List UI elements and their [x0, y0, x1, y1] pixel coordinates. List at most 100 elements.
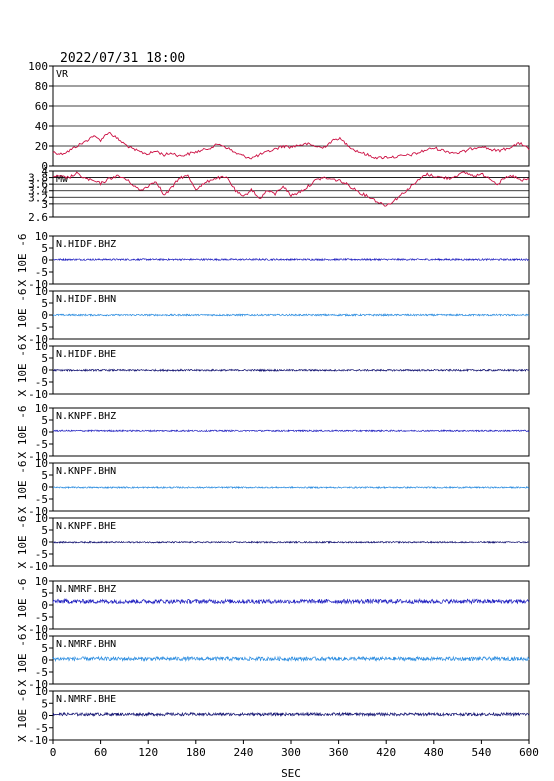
panel-label: VR — [56, 69, 69, 80]
y-axis-label: X 10E -6 — [16, 516, 29, 569]
y-tick-label: -5 — [35, 493, 48, 506]
y-tick-label: 5 — [41, 587, 48, 600]
series-line-knpf-bhz — [52, 429, 530, 433]
y-axis-label: X 10E -6 — [16, 344, 29, 397]
y-tick-label: 40 — [35, 120, 48, 133]
y-tick-label: 0 — [41, 254, 48, 267]
x-tick-label: 0 — [50, 746, 57, 759]
y-tick-label: 0 — [41, 710, 48, 723]
series-line-hidf-bhn — [52, 313, 530, 317]
x-tick-label: 360 — [329, 746, 349, 759]
panel-label: N.HIDF.BHZ — [56, 239, 116, 250]
y-tick-label: 10 — [35, 285, 48, 298]
panel-frame — [52, 170, 530, 218]
chart-title: 2022/07/31 18:00 — [60, 51, 185, 66]
x-tick-label: 480 — [424, 746, 444, 759]
y-tick-label: 60 — [35, 100, 48, 113]
x-tick-label: 180 — [186, 746, 206, 759]
series-line-nmrf-bhn — [52, 655, 530, 663]
y-tick-label: -5 — [35, 438, 48, 451]
panel-label: N.KNPF.BHE — [56, 521, 116, 532]
y-axis-label: X 10E -6 — [16, 406, 29, 459]
y-tick-label: 5 — [41, 524, 48, 537]
panel-vr: 0 20 40 60 80 100 VR — [28, 60, 530, 173]
y-axis-label: X 10E -6 — [16, 689, 29, 742]
panels-group: 020406080100VR2.633.23.43.63.84Mw-10-505… — [16, 60, 530, 747]
y-tick-label: 5 — [41, 352, 48, 365]
y-tick-label: -10 — [28, 278, 48, 291]
x-tick-label: 240 — [233, 746, 253, 759]
y-tick-label: -10 — [28, 333, 48, 346]
y-tick-label: 3.4 — [28, 185, 48, 198]
y-tick-label: 20 — [35, 140, 48, 153]
panel-label: N.HIDF.BHN — [56, 294, 116, 305]
series-line-nmrf-bhe — [52, 711, 530, 718]
y-tick-label: 0 — [41, 364, 48, 377]
y-tick-label: 5 — [41, 414, 48, 427]
y-tick-label: 4 — [41, 165, 48, 178]
y-tick-label: 10 — [35, 630, 48, 643]
y-axis-label: X 10E -6 — [16, 461, 29, 514]
series-line-mw — [52, 171, 530, 207]
y-tick-label: 0 — [41, 599, 48, 612]
y-tick-label: 100 — [28, 60, 48, 73]
y-tick-label: 0 — [41, 309, 48, 322]
y-tick-label: -10 — [28, 560, 48, 573]
y-tick-label: 3.8 — [28, 172, 48, 185]
y-axis-label: X 10E -6 — [16, 289, 29, 342]
x-tick-label: 600 — [519, 746, 539, 759]
panel-frame — [52, 65, 530, 167]
y-tick-label: -10 — [28, 734, 48, 747]
y-tick-label: 10 — [35, 512, 48, 525]
panel-label: N.KNPF.BHN — [56, 466, 116, 477]
panel-label: N.NMRF.BHZ — [56, 584, 116, 595]
y-tick-label: 5 — [41, 469, 48, 482]
panel-frame — [52, 407, 530, 457]
y-tick-label: -5 — [35, 321, 48, 334]
y-tick-label: -5 — [35, 611, 48, 624]
y-tick-label: 3.2 — [28, 191, 48, 204]
series-line-vr — [52, 131, 530, 160]
y-tick-label: 10 — [35, 457, 48, 470]
x-tick-label: 540 — [471, 746, 491, 759]
y-tick-label: 0 — [41, 536, 48, 549]
x-tick-label: 120 — [138, 746, 158, 759]
panel-frame — [52, 580, 530, 630]
panel-label: N.NMRF.BHN — [56, 639, 116, 650]
y-axis-label: X 10E -6 — [16, 579, 29, 632]
y-tick-label: 0 — [41, 481, 48, 494]
y-tick-label: 5 — [41, 297, 48, 310]
y-tick-label: 0 — [41, 160, 48, 173]
series-line-knpf-bhe — [52, 540, 530, 544]
y-tick-label: 80 — [35, 80, 48, 93]
y-tick-label: 0 — [41, 654, 48, 667]
y-tick-label: -10 — [28, 623, 48, 636]
y-tick-label: -5 — [35, 266, 48, 279]
x-axis-label: SEC — [281, 767, 301, 780]
y-tick-label: 3 — [41, 198, 48, 211]
y-axis-label: X 10E -6 — [16, 234, 29, 287]
y-tick-label: 3.6 — [28, 178, 48, 191]
panel-label: Mw — [56, 174, 69, 185]
series-line-hidf-bhe — [52, 368, 530, 373]
y-tick-label: -5 — [35, 548, 48, 561]
y-axis-label: X 10E -6 — [16, 634, 29, 687]
y-tick-label: -10 — [28, 678, 48, 691]
y-tick-label: -5 — [35, 666, 48, 679]
y-tick-label: 0 — [41, 426, 48, 439]
series-line-nmrf-bhz — [52, 597, 530, 605]
y-tick-label: 10 — [35, 230, 48, 243]
series-line-hidf-bhz — [52, 257, 530, 262]
y-tick-label: 10 — [35, 340, 48, 353]
x-tick-label: 300 — [281, 746, 301, 759]
x-tick-label: 420 — [376, 746, 396, 759]
x-tick-label: 60 — [94, 746, 107, 759]
